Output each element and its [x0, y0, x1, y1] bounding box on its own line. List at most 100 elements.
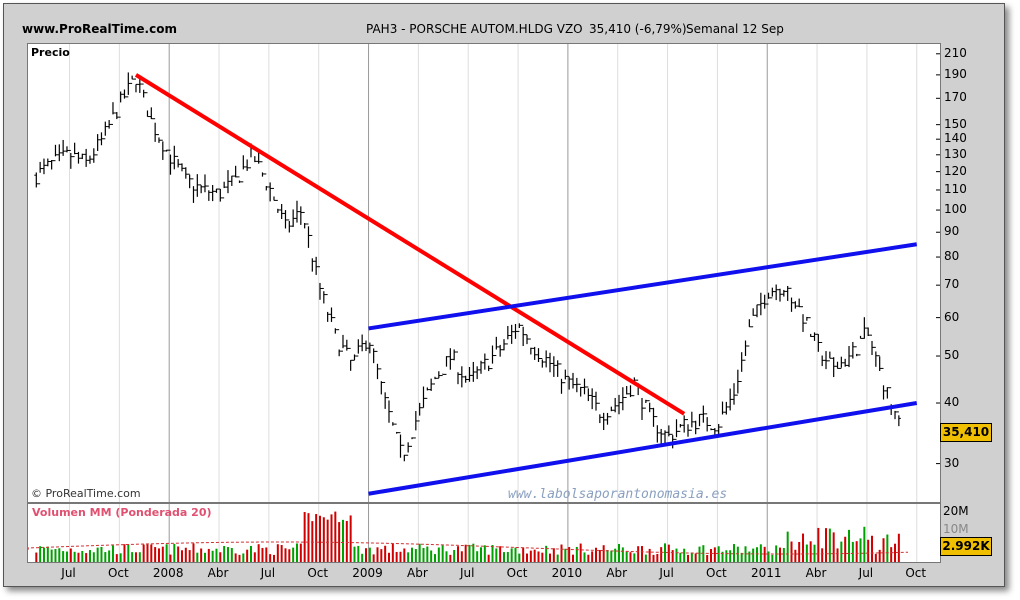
volume-bar — [418, 543, 421, 562]
volume-bar — [353, 546, 356, 562]
volume-bar — [407, 552, 410, 562]
volume-bar — [92, 552, 95, 562]
volume-bar — [104, 552, 107, 562]
volume-bar — [583, 552, 586, 562]
volume-bar — [644, 554, 647, 562]
volume-bar — [169, 554, 172, 562]
volume-bar — [65, 551, 68, 562]
volume-bar — [192, 543, 195, 562]
volume-bar — [771, 554, 774, 562]
volume-bar — [311, 521, 314, 562]
volume-tick-10m: 10M — [943, 522, 969, 536]
volume-bar — [326, 519, 329, 562]
y-tick-label: 40 — [944, 395, 960, 410]
volume-bar — [368, 547, 371, 562]
volume-bar — [261, 547, 264, 562]
volume-bar — [491, 545, 494, 562]
volume-bar — [376, 547, 379, 562]
volume-bar — [238, 554, 241, 562]
volume-bar — [721, 551, 724, 562]
volume-bar — [272, 554, 275, 562]
volume-bar — [269, 554, 272, 562]
volume-bar — [35, 552, 38, 562]
y-tick-label: 210 — [944, 45, 967, 60]
copyright-label: © ProRealTime.com — [31, 487, 141, 500]
volume-bar — [173, 543, 176, 562]
volume-bar — [223, 545, 226, 562]
volume-bar — [50, 549, 53, 562]
volume-bar — [786, 531, 789, 562]
volume-bar — [821, 548, 824, 562]
volume-bar — [878, 549, 881, 562]
volume-bar — [345, 520, 348, 562]
volume-bar — [495, 548, 498, 562]
x-tick-label: 2011 — [750, 566, 782, 580]
volume-bar — [656, 553, 659, 562]
x-tick-label: Jul — [61, 566, 76, 580]
volume-bar — [42, 547, 45, 562]
volume-bar — [763, 546, 766, 562]
trendline-red — [134, 73, 686, 416]
last-price-badge: 35,410 — [940, 423, 992, 442]
volume-bar — [188, 550, 191, 562]
volume-bar — [522, 547, 525, 562]
volume-bar — [556, 554, 559, 562]
volume-bar — [736, 546, 739, 562]
x-tick-label: 2009 — [352, 566, 383, 580]
volume-bar — [39, 546, 42, 562]
volume-panel[interactable]: Volumen MM (Ponderada 20) — [27, 503, 941, 563]
y-tick-label: 120 — [944, 163, 967, 178]
volume-bar — [391, 543, 394, 562]
x-tick-label: Jul — [659, 566, 674, 580]
volume-bar — [813, 544, 816, 562]
volume-bar — [725, 550, 728, 562]
x-tick-label: Abr — [207, 566, 229, 580]
volume-bar — [579, 543, 582, 562]
volume-bar — [886, 534, 889, 562]
volume-bar — [572, 554, 575, 562]
x-tick-label: 2010 — [551, 566, 583, 580]
volume-bar — [633, 553, 636, 562]
site-title[interactable]: www.ProRealTime.com — [22, 22, 177, 36]
volume-bar — [782, 548, 785, 562]
volume-bar — [211, 550, 214, 562]
volume-bar — [664, 543, 667, 562]
volume-bar — [602, 545, 605, 562]
volume-bar — [476, 551, 479, 562]
volume-bar — [844, 536, 847, 562]
volume-bar — [706, 554, 709, 562]
volume-bar — [675, 548, 678, 562]
volume-bar — [683, 548, 686, 562]
volume-bar — [855, 541, 858, 562]
x-tick-label: Oct — [706, 566, 727, 580]
volume-bar — [234, 553, 237, 562]
volume-bar — [215, 548, 218, 562]
volume-bar — [414, 549, 417, 562]
volume-bar — [387, 552, 390, 562]
volume-bar — [828, 528, 831, 562]
volume-bar — [433, 554, 436, 562]
volume-bar — [713, 547, 716, 562]
x-tick-label: Oct — [307, 566, 329, 580]
volume-bar — [805, 544, 808, 562]
x-tick-label: Jul — [858, 566, 874, 580]
volume-bar — [637, 546, 640, 562]
volume-bar — [648, 548, 651, 562]
volume-bar — [73, 551, 76, 562]
volume-bar — [518, 553, 521, 562]
volume-bar — [671, 550, 674, 562]
volume-bar — [372, 554, 375, 562]
price-panel[interactable]: Precio © ProRealTime.com www.labolsapora… — [27, 43, 941, 503]
volume-bar — [184, 547, 187, 562]
y-tick-label: 70 — [944, 277, 960, 292]
volume-bar — [81, 550, 84, 562]
volume-bar — [253, 552, 256, 562]
volume-bar — [510, 548, 513, 562]
volume-bar — [882, 538, 885, 562]
x-tick-label: 2008 — [152, 566, 184, 580]
volume-bar — [560, 544, 563, 562]
volume-bar — [767, 551, 770, 562]
y-tick-label: 90 — [944, 224, 960, 239]
volume-bar — [779, 547, 782, 562]
volume-bar — [840, 541, 843, 562]
